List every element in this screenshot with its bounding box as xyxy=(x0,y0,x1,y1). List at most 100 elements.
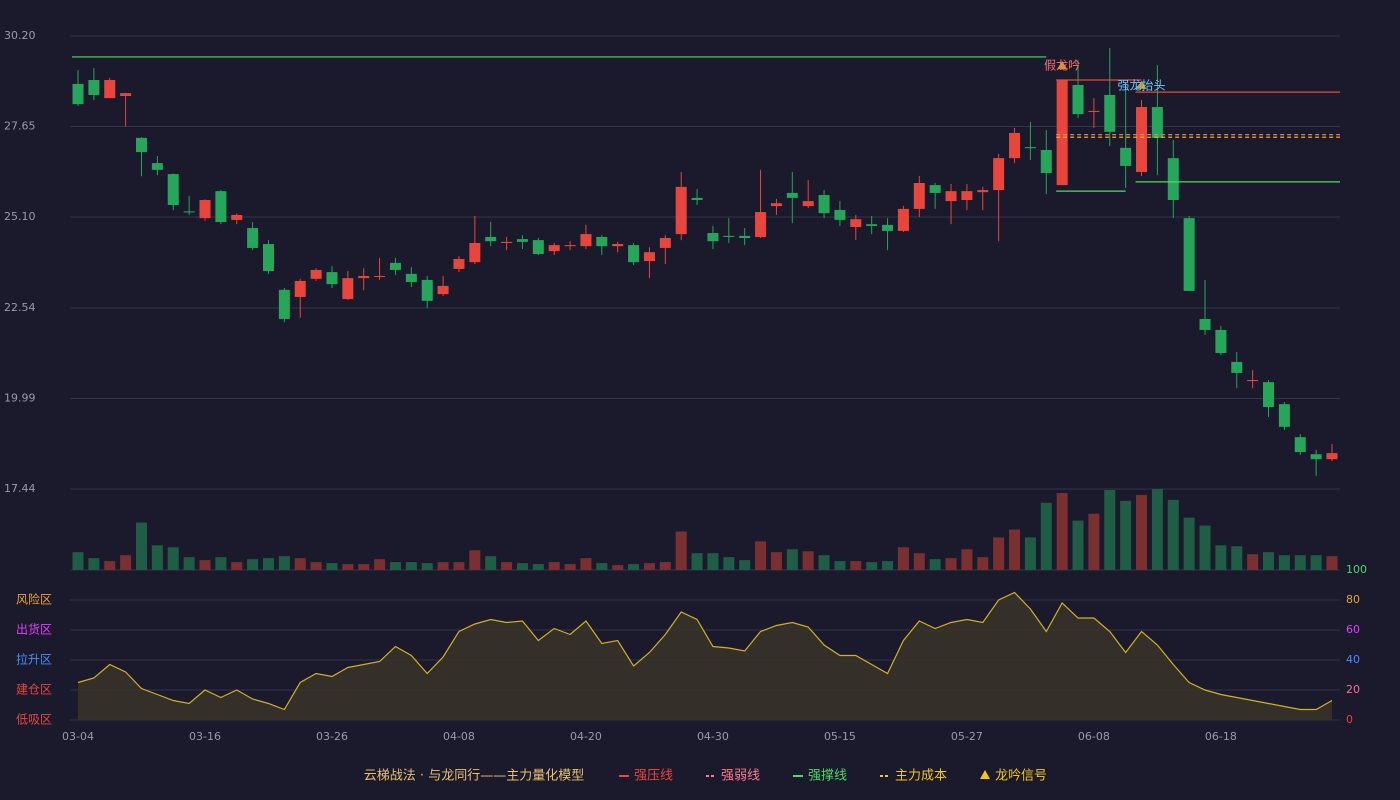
x-tick-label: 05-15 xyxy=(824,730,856,743)
x-tick-label: 03-16 xyxy=(189,730,221,743)
volume-bar xyxy=(72,552,84,570)
candle-body xyxy=(580,234,592,247)
candle-body xyxy=(405,273,417,283)
volume-bar xyxy=(342,564,354,570)
volume-bar xyxy=(199,560,211,570)
candle-body xyxy=(1326,453,1338,460)
candle-body xyxy=(437,285,449,295)
candle-body xyxy=(993,158,1005,191)
volume-bar xyxy=(548,562,560,570)
signal-marker xyxy=(1136,80,1147,89)
volume-bar xyxy=(564,564,576,570)
volume-bar xyxy=(374,559,386,570)
candle-body xyxy=(802,201,814,207)
candle-body xyxy=(88,80,100,95)
volume-bar xyxy=(834,561,846,570)
candle-body xyxy=(485,236,497,242)
candle-body xyxy=(1136,107,1148,172)
candle-body xyxy=(1056,80,1068,186)
volume-bar xyxy=(1278,555,1290,570)
legend-label: 强弱线 xyxy=(721,769,760,784)
volume-bar xyxy=(945,558,957,570)
volume-bar xyxy=(262,558,274,570)
candle-body xyxy=(1024,147,1036,149)
volume-bar xyxy=(786,549,798,570)
volume-bar xyxy=(469,550,481,570)
oscillator-line xyxy=(77,591,1333,711)
volume-bar xyxy=(1247,554,1259,570)
candle-body xyxy=(739,235,751,239)
x-tick-label: 03-26 xyxy=(316,730,348,743)
candle-body xyxy=(755,212,767,237)
volume-bar xyxy=(167,547,179,570)
candle-body xyxy=(612,244,624,247)
candle-body xyxy=(1120,147,1132,166)
legend-label: 主力成本 xyxy=(895,769,947,784)
y-tick-label: 17.44 xyxy=(4,482,36,495)
zone-label: 拉升区 xyxy=(16,652,52,667)
candle-body xyxy=(1247,380,1259,382)
candle-body xyxy=(897,208,909,231)
zone-label: 建仓区 xyxy=(16,683,52,697)
candle-body xyxy=(770,203,782,207)
candle-body xyxy=(1278,404,1290,427)
candle-body xyxy=(1231,361,1243,373)
x-tick-label: 06-18 xyxy=(1205,730,1237,743)
zone-label: 低吸区 xyxy=(16,713,52,727)
y-tick-label: 27.65 xyxy=(4,120,36,133)
y-tick-label: 25.10 xyxy=(4,210,36,223)
volume-bar xyxy=(659,562,671,570)
candle-body xyxy=(628,245,640,263)
volume-bar xyxy=(88,558,100,570)
oscillator-area xyxy=(78,592,1332,720)
volume-bar xyxy=(485,556,497,570)
volume-bar xyxy=(1072,520,1084,570)
volume-bar xyxy=(104,561,116,570)
volume-bar xyxy=(818,555,830,570)
candle-body xyxy=(866,224,878,226)
annotation: 假龙吟 xyxy=(1044,58,1080,73)
volume-bar xyxy=(1263,552,1275,570)
candle-body xyxy=(723,235,735,237)
volume-bar xyxy=(389,562,401,570)
candle-body xyxy=(310,269,322,279)
volume-bar xyxy=(1167,499,1179,570)
volume-bar xyxy=(643,563,655,570)
volume-bar xyxy=(882,561,894,570)
volume-bar xyxy=(421,563,433,570)
candle-body xyxy=(643,252,655,262)
legend-swatch xyxy=(980,770,990,779)
volume-bar xyxy=(675,531,687,570)
candle-body xyxy=(1151,107,1163,138)
zone-label: 风险区 xyxy=(16,592,52,607)
volume-bar xyxy=(993,537,1005,570)
zone-label: 出货区 xyxy=(16,622,52,637)
annotation: 强龙抬头 xyxy=(1118,78,1166,92)
y-tick-label: 19.99 xyxy=(4,391,36,404)
candle-body xyxy=(1167,158,1179,201)
candle-body xyxy=(469,242,481,263)
volume-bar xyxy=(913,553,925,570)
candle-body xyxy=(278,289,290,319)
y2-tick-label: 100 xyxy=(1346,563,1367,576)
candle-body xyxy=(913,182,925,209)
candle-body xyxy=(247,228,259,248)
volume-bar xyxy=(977,557,989,570)
volume-bar xyxy=(358,564,370,570)
candle-body xyxy=(882,224,894,231)
volume-bar xyxy=(1009,529,1021,570)
volume-bar xyxy=(405,562,417,570)
volume-bar xyxy=(1120,500,1132,570)
volume-bar xyxy=(802,551,814,570)
volume-bar xyxy=(1136,494,1148,570)
volume-bar xyxy=(1199,525,1211,570)
volume-bar xyxy=(1215,545,1227,570)
candle-body xyxy=(120,93,132,96)
candle-body xyxy=(659,238,671,248)
volume-bar xyxy=(770,552,782,570)
candle-body xyxy=(104,80,116,99)
candle-body xyxy=(294,280,306,297)
signal-marker xyxy=(1057,61,1068,70)
candle-body xyxy=(135,137,147,153)
x-tick-label: 04-30 xyxy=(697,730,729,743)
